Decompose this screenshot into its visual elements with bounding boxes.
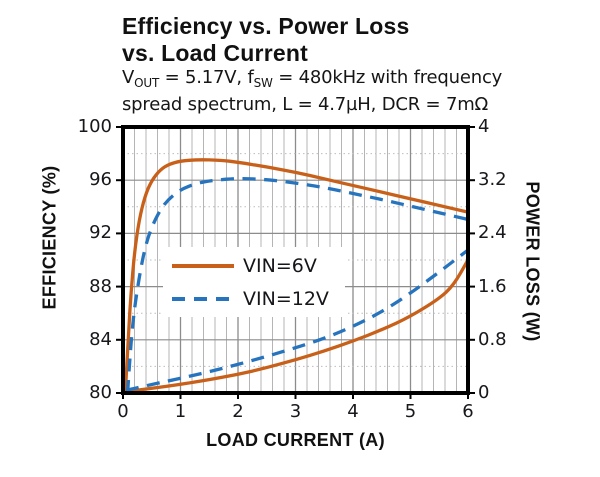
subtitle-text: = 5.17V, f [159,67,254,88]
legend-line-sample-solid [172,263,234,268]
plot-border [121,125,470,395]
y-axis-title-right: POWER LOSS (W) [522,181,543,342]
y-axis-title-left: EFFICIENCY (%) [39,165,60,310]
curve-vin=6v-power-loss [125,259,470,394]
curve-vin=12v-efficiency [125,176,469,394]
x-tick-5: 5 [404,401,417,422]
curve-vin=6v-efficiency [123,158,469,394]
legend-label-vin6: VIN=6V [243,254,317,277]
curve-vin=12v-power-loss [125,248,470,392]
y-left-tick-88: 88 [89,275,112,297]
chart-title-line-1: Efficiency vs. Power Loss [122,13,410,39]
chart-title-line-2: vs. Load Current [122,40,308,66]
subtitle-text: = 480kHz with frequency [272,67,503,88]
y-right-tick-2.4: 2.4 [478,222,507,244]
subscript-text: OUT [134,76,160,90]
y-right-tick-0: 0 [478,382,490,403]
y-left-tick-96: 96 [89,169,112,191]
y-right-tick-1.6: 1.6 [478,275,507,297]
chart-subtitle-line-1: VOUT = 5.17V, fSW = 480kHz with frequenc… [122,67,542,94]
x-tick-1: 1 [174,401,187,422]
legend: VIN=6V VIN=12V [163,247,345,317]
y-left-tick-80: 80 [89,382,112,403]
y-right-tick-4: 4 [478,116,490,137]
legend-entry-vin6: VIN=6V [163,255,345,277]
y-right-tick-0.8: 0.8 [478,328,507,350]
x-tick-0: 0 [117,401,129,422]
subscript-text: SW [253,76,273,90]
y-left-tick-84: 84 [89,328,112,350]
x-tick-6: 6 [462,401,474,422]
y-left-tick-92: 92 [89,222,112,244]
y-right-tick-3.2: 3.2 [478,169,507,191]
subtitle-text: V [122,67,135,88]
legend-line-sample-dashed [172,296,234,301]
x-tick-2: 2 [232,401,244,422]
y-left-tick-100: 100 [77,116,112,137]
legend-entry-vin12: VIN=12V [163,288,345,310]
chart-subtitle-line-2: spread spectrum, L = 4.7µH, DCR = 7mΩ [122,94,489,115]
x-tick-4: 4 [347,401,359,422]
chart-title-block: Efficiency vs. Power Loss vs. Load Curre… [122,13,542,116]
x-axis-title: LOAD CURRENT (A) [206,430,385,450]
legend-label-vin12: VIN=12V [243,287,329,310]
x-tick-3: 3 [289,401,302,422]
